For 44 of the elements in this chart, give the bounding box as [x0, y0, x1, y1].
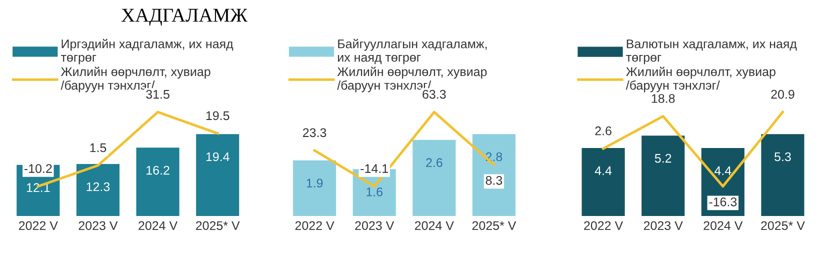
- data-label: 16.2: [146, 166, 170, 175]
- data-label: 5.3: [774, 152, 791, 162]
- data-label: 18.8: [652, 94, 675, 103]
- x-tick-label: 2024 V: [704, 221, 743, 230]
- bar: [293, 160, 336, 216]
- legend-label: Иргэдийн хадгаламж, их наяд төгрөг: [60, 38, 234, 64]
- bar: [196, 134, 240, 216]
- data-label: 20.9: [771, 90, 794, 99]
- x-tick-label: 2025* V: [196, 221, 240, 230]
- data-label: 31.5: [146, 90, 170, 99]
- data-label: 19.4: [206, 152, 230, 162]
- data-label: 2.6: [595, 126, 612, 136]
- bar: [412, 140, 456, 216]
- x-tick-label: 2022 V: [18, 221, 58, 230]
- x-tick-label: 2024 V: [138, 221, 178, 230]
- x-tick-label: 2022 V: [584, 221, 624, 230]
- legend-label: Валютын хадгаламж, их наяд төгрөг: [626, 40, 797, 64]
- data-label: 5.2: [654, 154, 672, 163]
- x-tick-label: 2023 V: [355, 221, 394, 230]
- x-tick-label: 2025* V: [761, 221, 805, 230]
- x-tick-label: 2023 V: [78, 221, 118, 230]
- bar: [136, 148, 180, 216]
- data-label: 4.4: [714, 166, 732, 175]
- data-label: 63.3: [422, 90, 446, 99]
- data-label: 2.6: [426, 158, 442, 168]
- bar: [472, 134, 516, 216]
- x-tick-label: 2025* V: [472, 221, 516, 230]
- data-label: -10.2: [24, 164, 52, 173]
- data-label: 12.3: [86, 182, 110, 192]
- x-tick-label: 2024 V: [414, 221, 454, 230]
- data-label: -16.3: [709, 197, 737, 206]
- data-label: 4.4: [594, 166, 612, 175]
- chart-title: ХАДГАЛАМЖ: [121, 8, 248, 26]
- data-label: -14.1: [360, 164, 388, 173]
- bar: [76, 164, 120, 216]
- legend-label: Байгууллагын хадгаламж, их наяд төгрөг: [338, 38, 487, 64]
- x-tick-label: 2022 V: [295, 221, 334, 230]
- x-tick-label: 2023 V: [644, 221, 683, 230]
- data-label: 19.5: [206, 111, 230, 120]
- data-label: 1.6: [366, 187, 382, 196]
- data-label: 8.3: [486, 176, 502, 185]
- data-label: 1.9: [306, 178, 323, 188]
- data-label: 1.5: [90, 143, 106, 152]
- data-label: 23.3: [302, 128, 326, 138]
